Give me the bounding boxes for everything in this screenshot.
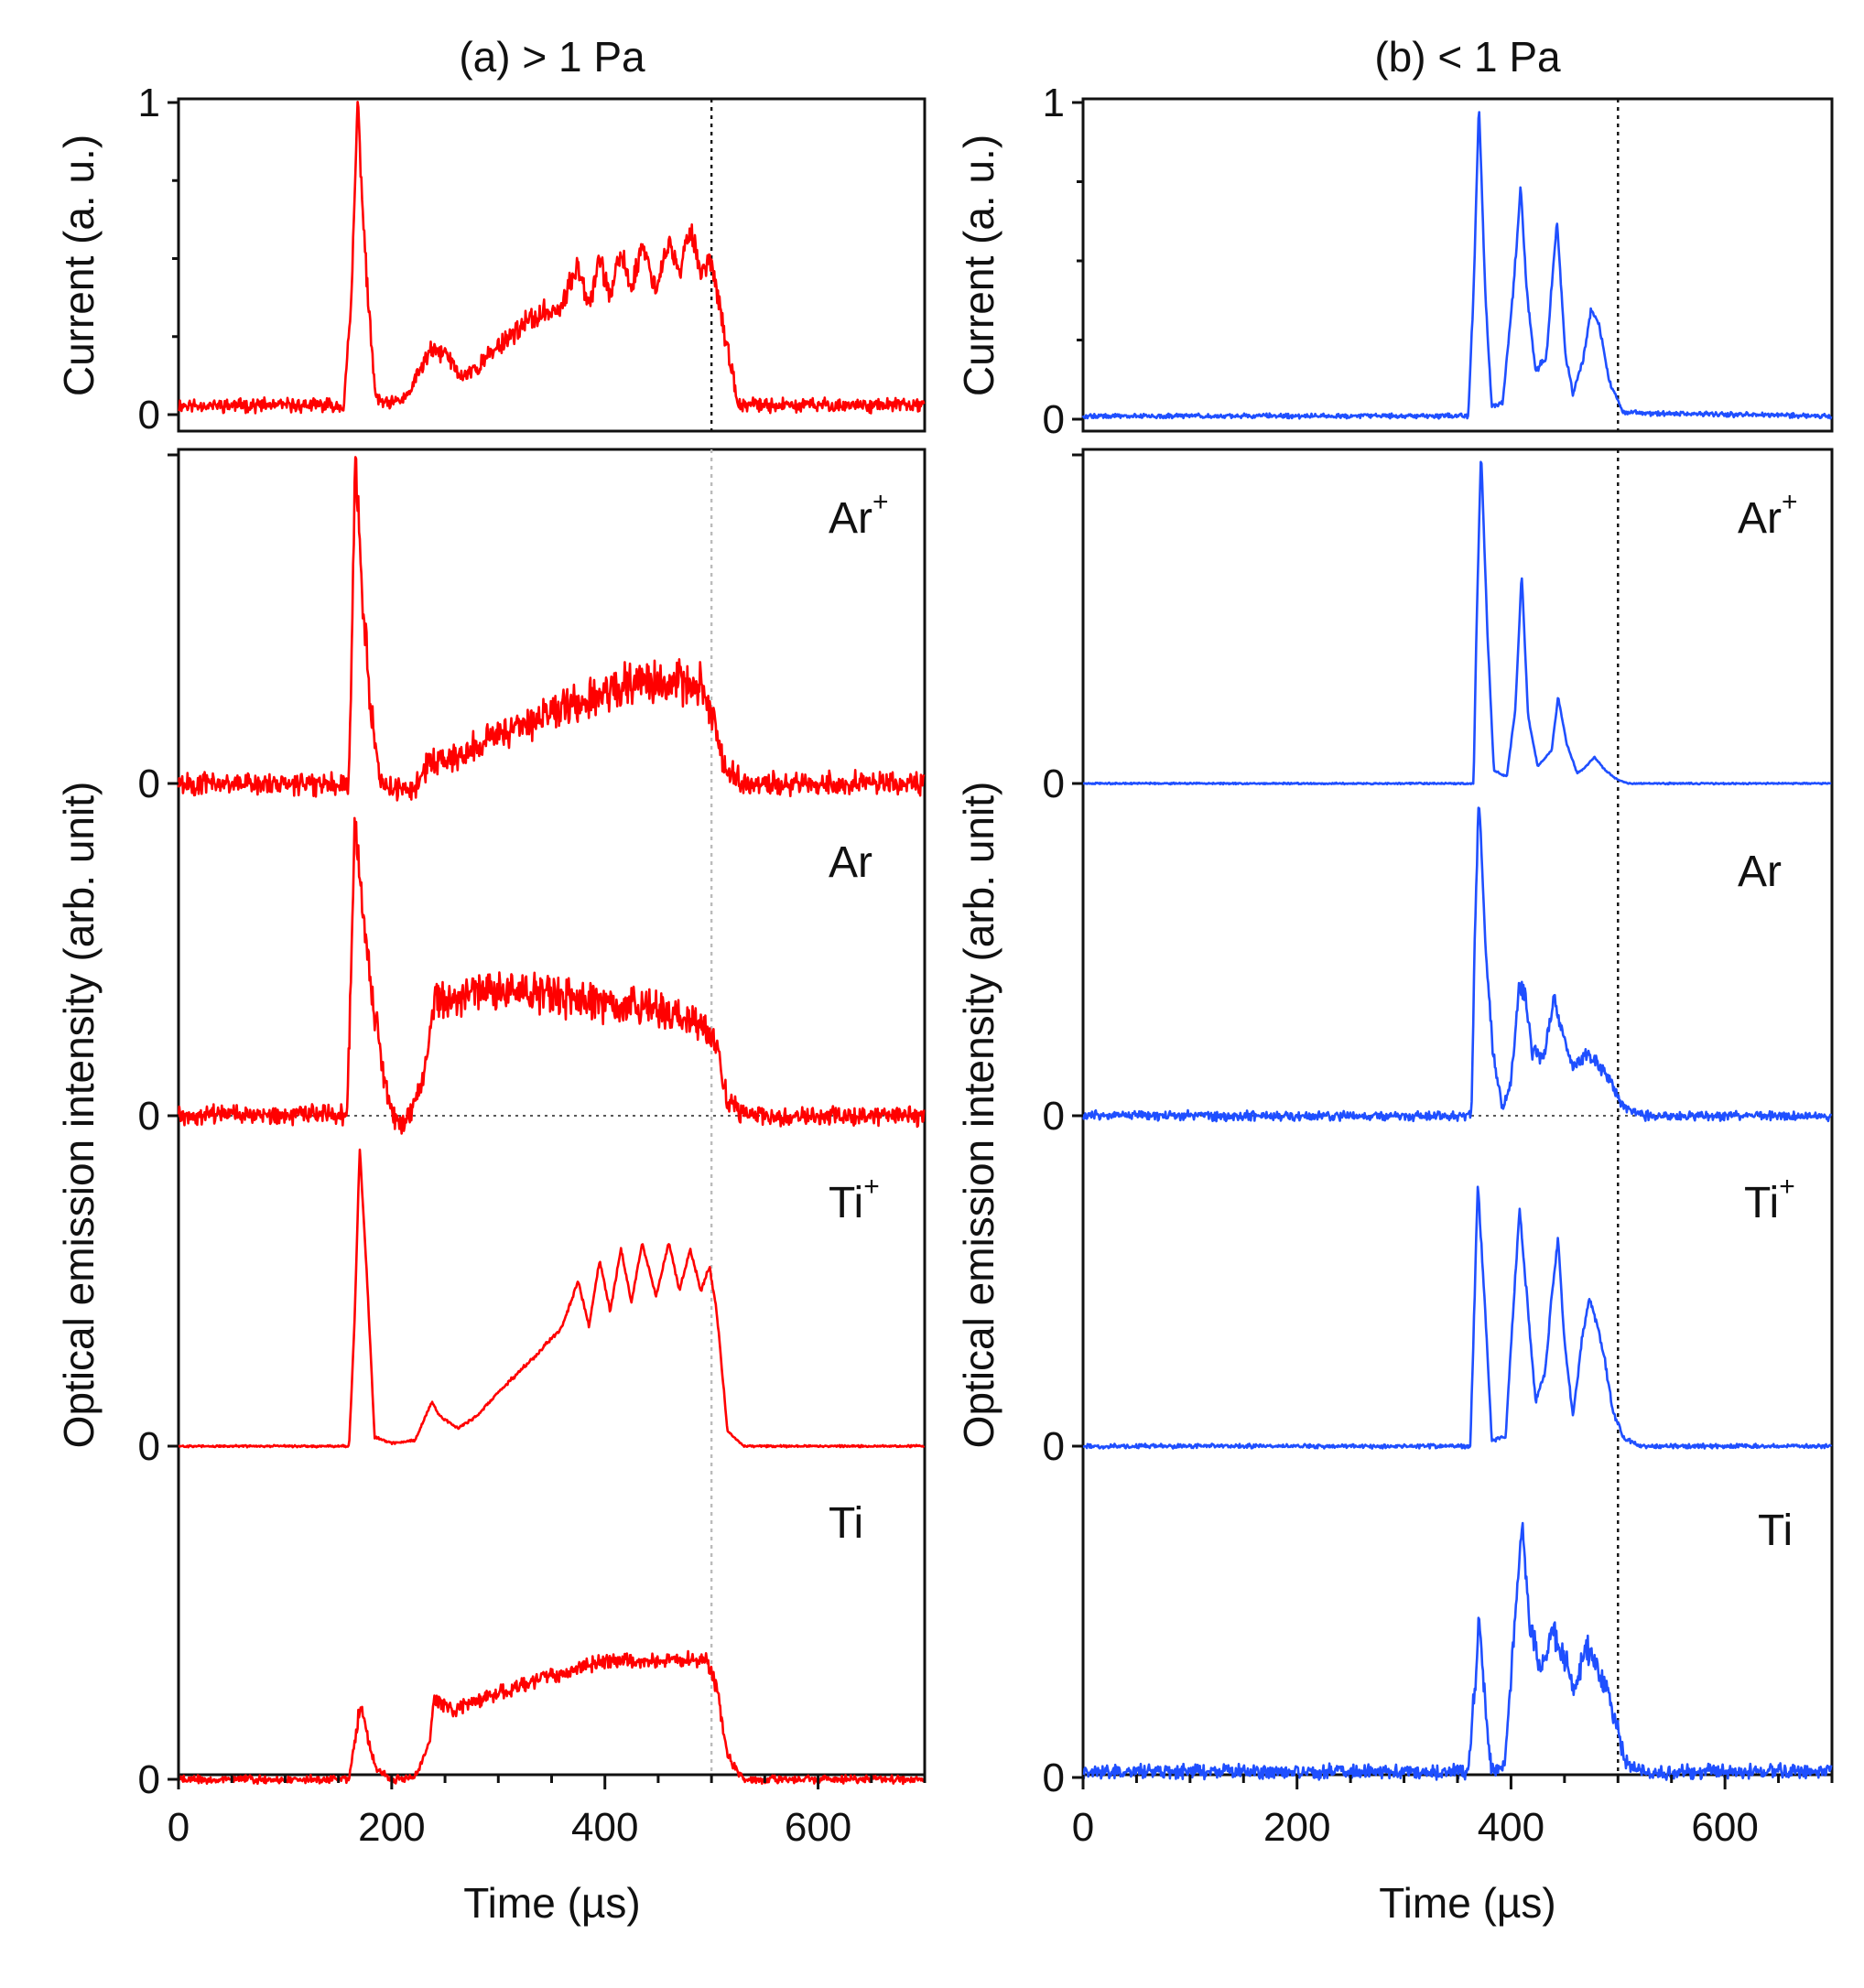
current-trace [178,101,926,415]
emission-trace-0 [177,456,926,802]
emission-trace-1 [1081,806,1833,1123]
panel-a-label-ti-ion: Ti+ [829,1172,880,1227]
emission-trace-0 [1082,460,1832,786]
panel-b-current-ylabel: Current (a. u.) [955,135,1002,396]
emission-trace-1 [177,816,926,1135]
emission-ytick-label: 0 [138,1424,160,1469]
panel-b-label-ar-ion: Ar+ [1738,487,1798,543]
panel-b-title: (b) < 1 Pa [1374,33,1561,81]
current-ytick-label: 1 [138,81,160,125]
x-tick-label: 600 [785,1805,851,1850]
panel-a-current-frame [177,97,927,433]
emission-trace-2 [178,1148,926,1449]
panel-b-label-ti: Ti [1758,1507,1793,1555]
panel-b-current-frame [1081,97,1834,433]
panel-a-current-ylabel: Current (a. u.) [55,135,103,396]
emission-ytick-label: 0 [1043,1424,1065,1469]
x-tick-label: 200 [1263,1805,1330,1850]
current-ytick-label: 0 [138,393,160,438]
panel-b-xlabel: Time (µs) [1379,1879,1555,1927]
emission-ytick-label: 0 [1043,1756,1065,1800]
emission-ytick-label: 0 [138,762,160,806]
panel-b-label-ar: Ar [1738,848,1782,896]
emission-trace-3 [1081,1521,1833,1781]
emission-trace-2 [1081,1185,1833,1450]
panel-a-label-ar: Ar [829,838,872,887]
emission-trace-3 [177,1649,926,1786]
x-tick-label: 200 [358,1805,425,1850]
panel-a-label-ar-ion: Ar+ [829,487,889,543]
panel-a-label-ti: Ti [829,1499,863,1548]
panel-a-emission-ylabel: Optical emission intensity (arb. unit) [55,782,103,1449]
emission-ytick-label: 0 [1043,762,1065,806]
x-tick-label: 400 [571,1805,638,1850]
x-tick-label: 0 [1072,1805,1094,1850]
emission-ytick-label: 0 [1043,1094,1065,1139]
panel-b-reference-lines [1083,99,1832,1775]
x-tick-label: 600 [1691,1805,1758,1850]
current-ytick-label: 0 [1043,397,1065,442]
emission-ytick-label: 0 [138,1757,160,1802]
panel-a-reference-lines [179,99,925,1775]
panel-a-traces [177,101,926,1786]
panel-b-traces [1081,111,1833,1781]
current-ytick-label: 1 [1043,81,1065,125]
panel-a-xlabel: Time (µs) [463,1879,640,1927]
panel-b-label-ti-ion: Ti+ [1744,1172,1795,1227]
current-trace [1081,111,1833,420]
x-tick-label: 400 [1478,1805,1544,1850]
panel-b-emission-ylabel: Optical emission intensity (arb. unit) [955,782,1002,1449]
panel-a-title: (a) > 1 Pa [459,33,645,81]
emission-ytick-label: 0 [138,1094,160,1139]
x-tick-label: 0 [168,1805,190,1850]
